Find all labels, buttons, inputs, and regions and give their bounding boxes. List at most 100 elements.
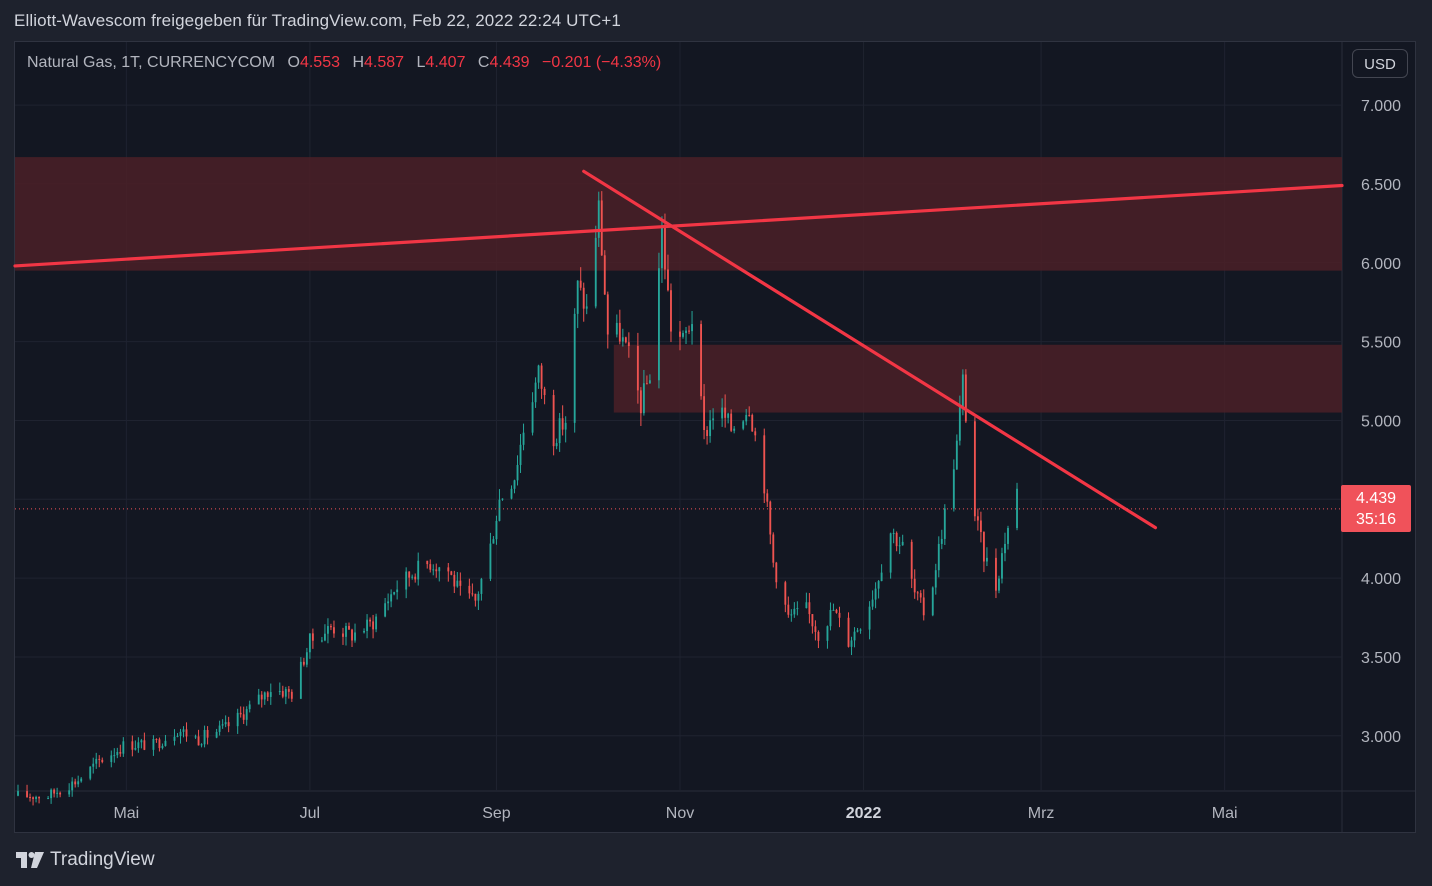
price-tick-label: 4.000 (1361, 571, 1401, 588)
candle-body (985, 557, 988, 562)
time-axis: Mai Jul Sep Nov 2022 Mrz Mai (113, 805, 1237, 822)
candle-body (639, 390, 642, 414)
candle-body (278, 691, 281, 693)
candle-body (47, 798, 50, 800)
candle-body (236, 712, 239, 727)
candle-body (311, 633, 314, 641)
candle-body (468, 585, 471, 594)
candle-body (658, 268, 660, 381)
candle-body (667, 269, 669, 291)
candle-body (92, 763, 95, 767)
candle-body (474, 593, 477, 601)
brand-name: TradingView (50, 849, 155, 870)
candle-body (979, 520, 982, 533)
candle-body (682, 333, 684, 337)
candle-body (868, 606, 871, 630)
candle-body (390, 594, 393, 602)
candle-body (453, 574, 456, 587)
candle-body (477, 593, 480, 601)
candle-body (59, 792, 62, 795)
candle-body (489, 543, 492, 579)
candle-body (561, 418, 564, 430)
candle-body (540, 365, 543, 389)
price-tick-label: 3.500 (1361, 650, 1401, 667)
tradingview-logo[interactable]: TradingView (16, 847, 155, 873)
candle-body (366, 619, 368, 631)
candle-body (77, 781, 80, 785)
currency-button[interactable]: USD (1352, 49, 1408, 78)
candle-body (618, 322, 621, 342)
candle-body (417, 560, 420, 580)
candle-body (856, 630, 859, 632)
candle-body (537, 365, 540, 383)
candle-body (119, 751, 122, 754)
candle-body (679, 331, 681, 337)
candle-body (892, 532, 895, 534)
candle-body (438, 567, 441, 572)
candle-body (200, 744, 203, 746)
candle-body (155, 738, 158, 740)
candle-body (53, 789, 56, 794)
resistance-zone (613, 344, 1342, 413)
candle-body (492, 539, 495, 544)
candle-body (934, 570, 937, 588)
candle-body (787, 604, 790, 615)
bar-countdown: 35:16 (1355, 511, 1397, 528)
candle-body (98, 758, 101, 760)
candle-body (140, 740, 143, 743)
candle-body (615, 322, 618, 335)
candle-body (522, 432, 525, 445)
candle-body (943, 508, 946, 539)
candle-body (122, 741, 125, 754)
candle-body (182, 729, 185, 732)
candle-body (456, 580, 459, 587)
open-label: O (287, 54, 300, 71)
candle-body (260, 694, 263, 700)
candle-body (333, 627, 335, 634)
candle-body (516, 464, 519, 481)
high-value: 4.587 (364, 54, 405, 71)
candle-body (510, 488, 513, 499)
candle-body (116, 751, 119, 756)
candle-body (838, 612, 841, 618)
candle-body (330, 626, 332, 628)
candle-body (952, 469, 955, 509)
candle-body (835, 609, 838, 613)
candle-body (324, 633, 326, 641)
candle-body (624, 337, 627, 343)
candle-body (850, 640, 853, 647)
candle-body (26, 791, 28, 797)
candle-body (245, 709, 248, 720)
candle-body (817, 631, 820, 641)
candle-body (691, 324, 693, 332)
time-tick-label: Jul (300, 805, 320, 822)
candle-body (724, 407, 727, 418)
candle-body (534, 382, 537, 403)
candle-body (874, 588, 877, 600)
candle-body (585, 306, 588, 309)
candle-body (742, 421, 745, 429)
candle-body (727, 413, 730, 418)
candle-body (709, 420, 712, 436)
candle-body (648, 380, 651, 384)
close-value: 4.439 (489, 54, 530, 71)
candle-body (754, 431, 757, 436)
candle-body (576, 280, 579, 314)
candle-body (203, 729, 206, 745)
low-value: 4.407 (425, 54, 466, 71)
candle-body (164, 740, 167, 746)
candle-body (426, 560, 429, 565)
candle-body (501, 498, 504, 500)
close-label: C (477, 54, 490, 71)
candle-body (281, 691, 284, 697)
candle-body (685, 330, 687, 334)
candle-body (1001, 553, 1003, 579)
candle-body (931, 587, 934, 616)
candle-body (775, 562, 778, 583)
candle-body (871, 599, 874, 607)
candle-body (688, 330, 690, 332)
candle-body (393, 592, 396, 595)
candle-body (916, 592, 919, 594)
candle-body (670, 290, 672, 332)
